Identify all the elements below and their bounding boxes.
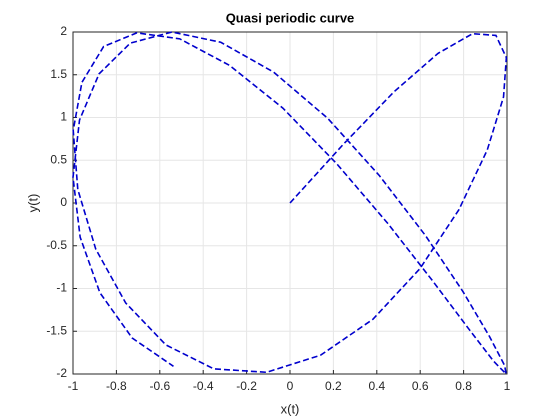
- y-tick-label: 1.5: [50, 67, 67, 81]
- axes-box: [72, 31, 508, 375]
- y-tick-label: 0: [60, 195, 67, 209]
- y-tick-label: 2: [60, 24, 67, 38]
- x-tick-label: -0.2: [236, 379, 257, 393]
- y-tick-label: -1.5: [46, 323, 67, 337]
- chart-title: Quasi periodic curve: [226, 10, 355, 25]
- y-tick-label: -1: [56, 281, 67, 295]
- x-tick-label: 1: [504, 379, 511, 393]
- y-tick-label: 1: [60, 110, 67, 124]
- x-axis-label: x(t): [281, 401, 300, 416]
- x-tick-label: -0.8: [106, 379, 127, 393]
- x-tick-label: 0.2: [325, 379, 342, 393]
- x-tick-label: 0.4: [368, 379, 385, 393]
- x-tick-label: -1: [68, 379, 79, 393]
- y-tick-label: -2: [56, 366, 67, 380]
- y-tick-label: 0.5: [50, 152, 67, 166]
- y-axis-label: y(t): [25, 194, 40, 213]
- x-tick-label: -0.6: [149, 379, 170, 393]
- x-tick-label: 0.6: [412, 379, 429, 393]
- x-tick-label: 0: [287, 379, 294, 393]
- x-tick-label: -0.4: [193, 379, 214, 393]
- y-tick-label: -0.5: [46, 238, 67, 252]
- x-tick-label: 0.8: [455, 379, 472, 393]
